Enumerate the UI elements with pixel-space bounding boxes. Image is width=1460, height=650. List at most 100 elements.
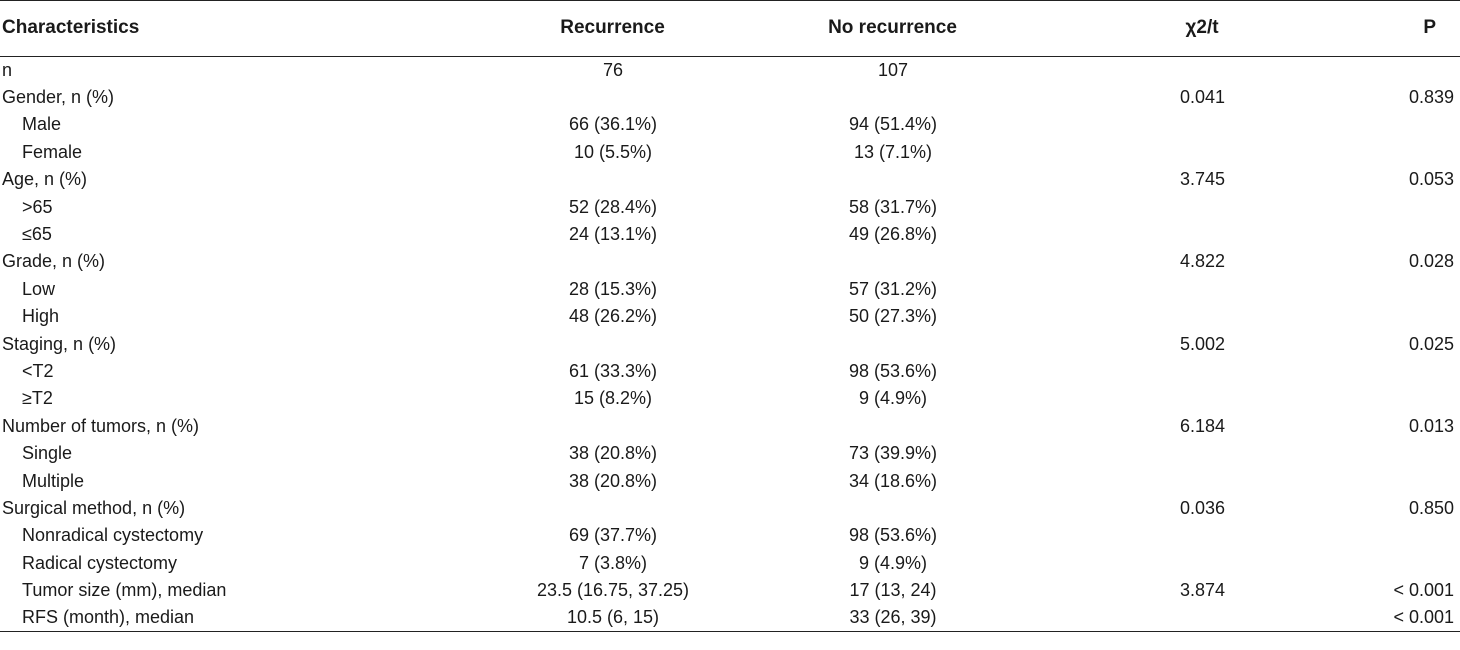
table-row: <T2 61 (33.3%) 98 (53.6%) xyxy=(0,358,1460,385)
cell-p-value xyxy=(1313,276,1460,303)
cell-recurrence: 61 (33.3%) xyxy=(568,360,658,381)
table-row: Grade, n (%) 4.822 0.028 xyxy=(0,248,1460,275)
cell-recurrence xyxy=(312,248,734,275)
cell-statistic: 3.874 xyxy=(1179,580,1226,601)
cell-no-recurrence xyxy=(734,248,1012,275)
cell-characteristic: >65 xyxy=(22,196,53,217)
header-characteristics: Characteristics xyxy=(0,0,312,57)
cell-p-value xyxy=(1313,440,1460,467)
cell-no-recurrence xyxy=(734,330,1012,357)
cell-no-recurrence: 13 (7.1%) xyxy=(853,141,933,162)
cell-recurrence xyxy=(312,413,734,440)
cell-characteristic: Single xyxy=(22,443,73,464)
cell-recurrence: 28 (15.3%) xyxy=(568,278,658,299)
cell-recurrence: 76 xyxy=(602,59,624,80)
cell-characteristic: ≤65 xyxy=(22,224,52,245)
cell-statistic xyxy=(1012,139,1313,166)
cell-no-recurrence xyxy=(734,413,1012,440)
table-row: Tumor size (mm), median 23.5 (16.75, 37.2… xyxy=(0,577,1460,604)
header-no-recurrence: No recurrence xyxy=(734,0,1012,57)
cell-no-recurrence: 94 (51.4%) xyxy=(848,114,938,135)
cell-p-value xyxy=(1313,303,1460,330)
cell-recurrence: 38 (20.8%) xyxy=(568,470,658,491)
table-row: Staging, n (%) 5.002 0.025 xyxy=(0,330,1460,357)
cell-no-recurrence: 107 xyxy=(877,59,909,80)
cell-p-value xyxy=(1313,358,1460,385)
cell-statistic xyxy=(1012,221,1313,248)
cell-characteristic: Multiple xyxy=(22,470,85,491)
cell-characteristic: Age, n (%) xyxy=(2,169,88,190)
cell-no-recurrence xyxy=(734,84,1012,111)
cell-no-recurrence xyxy=(734,166,1012,193)
cell-statistic xyxy=(1012,550,1313,577)
cell-p-value: 0.025 xyxy=(1408,333,1454,354)
cell-p-value: 0.028 xyxy=(1408,251,1454,272)
cell-statistic xyxy=(1012,604,1313,633)
cell-p-value: < 0.001 xyxy=(1393,580,1454,601)
cell-recurrence xyxy=(312,330,734,357)
cell-characteristic: Male xyxy=(22,114,62,135)
cell-recurrence: 10.5 (6, 15) xyxy=(312,604,734,633)
cell-characteristic: Grade, n (%) xyxy=(2,251,106,272)
table-row: >65 52 (28.4%) 58 (31.7%) xyxy=(0,193,1460,220)
table-row: Radical cystectomy 7 (3.8%) 9 (4.9%) xyxy=(0,550,1460,577)
cell-recurrence: 7 (3.8%) xyxy=(578,552,648,573)
cell-p-value xyxy=(1313,193,1460,220)
cell-recurrence xyxy=(312,84,734,111)
cell-no-recurrence: 50 (27.3%) xyxy=(848,306,938,327)
cell-recurrence xyxy=(312,495,734,522)
cell-recurrence: 66 (36.1%) xyxy=(568,114,658,135)
cell-p-value xyxy=(1313,522,1460,549)
cell-no-recurrence: 73 (39.9%) xyxy=(848,443,938,464)
cell-recurrence: 38 (20.8%) xyxy=(568,443,658,464)
cell-p-value: 0.850 xyxy=(1408,497,1454,518)
cell-characteristic: RFS (month), median xyxy=(0,604,312,633)
cell-p-value xyxy=(1313,550,1460,577)
cell-no-recurrence xyxy=(734,495,1012,522)
cell-recurrence: 52 (28.4%) xyxy=(568,196,658,217)
cell-characteristic: Radical cystectomy xyxy=(22,552,178,573)
cell-p-value xyxy=(1313,57,1460,84)
cell-characteristic: Female xyxy=(22,141,83,162)
table-row: Number of tumors, n (%) 6.184 0.013 xyxy=(0,413,1460,440)
table-row: RFS (month), median 10.5 (6, 15) 33 (26, 3… xyxy=(0,604,1460,633)
table-row: Surgical method, n (%) 0.036 0.850 xyxy=(0,495,1460,522)
cell-no-recurrence: 33 (26, 39) xyxy=(734,604,1012,633)
cell-statistic xyxy=(1012,276,1313,303)
cell-p-value: 0.053 xyxy=(1408,169,1454,190)
cell-no-recurrence: 9 (4.9%) xyxy=(858,388,928,409)
cell-p-value xyxy=(1313,385,1460,412)
cell-characteristic: n xyxy=(2,59,13,80)
cell-characteristic: Staging, n (%) xyxy=(2,333,117,354)
table-row: ≤65 24 (13.1%) 49 (26.8%) xyxy=(0,221,1460,248)
cell-statistic: 5.002 xyxy=(1179,333,1226,354)
characteristics-table: Characteristics Recurrence No recurrence… xyxy=(0,0,1460,633)
cell-recurrence xyxy=(312,166,734,193)
cell-characteristic: ≥T2 xyxy=(22,388,53,409)
cell-p-value: 0.839 xyxy=(1408,87,1454,108)
cell-statistic: 6.184 xyxy=(1179,415,1226,436)
header-statistic: χ2/t xyxy=(1012,0,1313,57)
cell-statistic xyxy=(1012,193,1313,220)
table-body: n 76 107 Gender, n (%) 0.041 0.839 Male 66 (36.… xyxy=(0,57,1460,633)
header-recurrence: Recurrence xyxy=(312,0,734,57)
cell-p-value: < 0.001 xyxy=(1313,604,1460,633)
cell-recurrence: 48 (26.2%) xyxy=(568,306,658,327)
cell-statistic xyxy=(1012,467,1313,494)
cell-statistic xyxy=(1012,111,1313,138)
cell-no-recurrence: 34 (18.6%) xyxy=(848,470,938,491)
table-row: Multiple 38 (20.8%) 34 (18.6%) xyxy=(0,467,1460,494)
cell-no-recurrence: 58 (31.7%) xyxy=(848,196,938,217)
cell-statistic: 0.041 xyxy=(1179,87,1226,108)
cell-characteristic: Nonradical cystectomy xyxy=(22,525,204,546)
cell-recurrence: 23.5 (16.75, 37.25) xyxy=(536,580,690,601)
table-row: Gender, n (%) 0.041 0.839 xyxy=(0,84,1460,111)
cell-p-value xyxy=(1313,221,1460,248)
cell-characteristic: Tumor size (mm), median xyxy=(22,580,227,601)
cell-p-value: 0.013 xyxy=(1408,415,1454,436)
cell-statistic: 0.036 xyxy=(1179,497,1226,518)
table-row: Age, n (%) 3.745 0.053 xyxy=(0,166,1460,193)
cell-statistic xyxy=(1012,358,1313,385)
cell-characteristic: <T2 xyxy=(22,360,54,381)
